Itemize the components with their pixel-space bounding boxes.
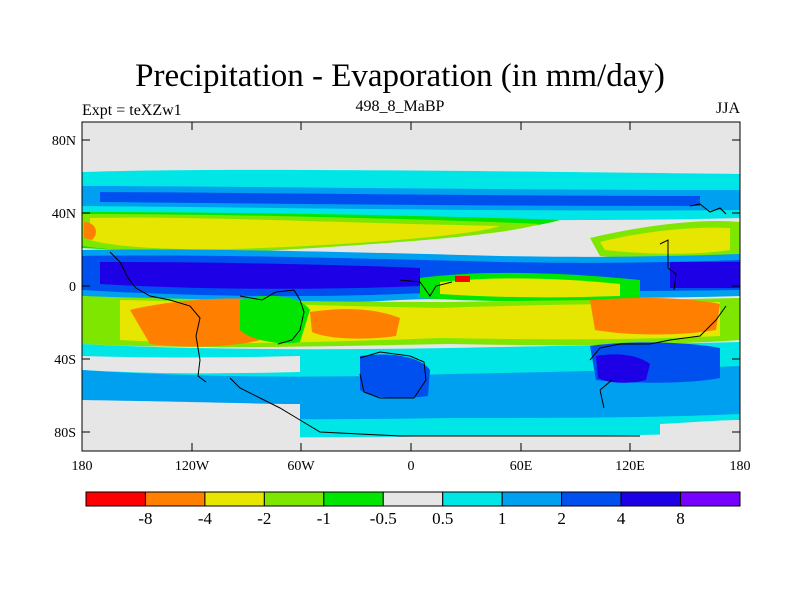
experiment-label: Expt = teXZw1 <box>82 102 182 119</box>
asia-yellow-core <box>600 227 730 254</box>
band-north-dblue <box>100 192 700 206</box>
sam-orange <box>130 298 260 347</box>
xtick-label: 60W <box>287 459 315 474</box>
band-south-bottom <box>82 400 300 451</box>
band-equator-navy <box>100 262 420 289</box>
colorbar-label: 1 <box>497 509 507 528</box>
xtick-label: 60E <box>510 459 533 474</box>
colorbar-label: 2 <box>557 509 566 528</box>
band-south-light <box>82 356 300 374</box>
band-equator-navy-east <box>670 262 740 288</box>
sind-orange <box>590 297 720 335</box>
colorbar-swatch <box>501 491 563 507</box>
colorbar-swatch <box>620 491 682 507</box>
colorbar-swatch <box>680 491 741 507</box>
ytick-label: 40S <box>54 353 76 368</box>
ytick-label: 0 <box>69 280 76 295</box>
xtick-label: 120W <box>175 459 210 474</box>
colorbar-swatch <box>561 491 622 507</box>
field-layers <box>82 169 740 451</box>
equator-red <box>455 276 470 282</box>
colorbar-label: -8 <box>138 509 153 528</box>
coastlines <box>109 203 727 437</box>
xtick-label: 120E <box>615 459 645 474</box>
satl-orange <box>310 309 400 339</box>
season-label: JJA <box>715 100 740 117</box>
colorbar-label: -2 <box>257 509 272 528</box>
colorbar-label: 0.5 <box>432 509 454 528</box>
colorbar-swatch <box>382 491 444 507</box>
xtick-label: 180 <box>72 459 93 474</box>
colorbar-label: -1 <box>316 509 331 528</box>
colorbar-swatch <box>442 491 503 507</box>
colorbar <box>85 491 741 507</box>
band-south-dblue <box>360 354 430 398</box>
colorbar-swatch <box>85 491 146 507</box>
colorbar-label: -4 <box>197 509 212 528</box>
colorbar-label: 4 <box>616 509 626 528</box>
axis-ticks <box>81 122 741 451</box>
colorbar-label: -0.5 <box>369 509 397 528</box>
colorbar-swatch <box>323 491 384 507</box>
xtick-label: 180 <box>730 459 751 474</box>
ytick-label: 80N <box>52 134 76 149</box>
ytick-label: 40N <box>52 207 76 222</box>
map-title: Precipitation - Evaporation (in mm/day) <box>135 58 665 94</box>
australia-navy <box>596 354 650 383</box>
ytick-label: 80S <box>54 426 76 441</box>
colorbar-label: 8 <box>676 509 685 528</box>
xtick-label: 0 <box>408 459 415 474</box>
time-label: 498_8_MaBP <box>355 98 445 115</box>
colorbar-swatch <box>144 491 206 507</box>
colorbar-swatch <box>204 491 265 507</box>
africa-yellow <box>440 278 620 298</box>
band-ntrop-orange <box>84 222 96 240</box>
colorbar-swatch <box>263 491 325 507</box>
sam-green <box>240 295 310 344</box>
band-ntrop-yellow <box>90 217 500 250</box>
band-south-bottom-east <box>660 420 740 451</box>
